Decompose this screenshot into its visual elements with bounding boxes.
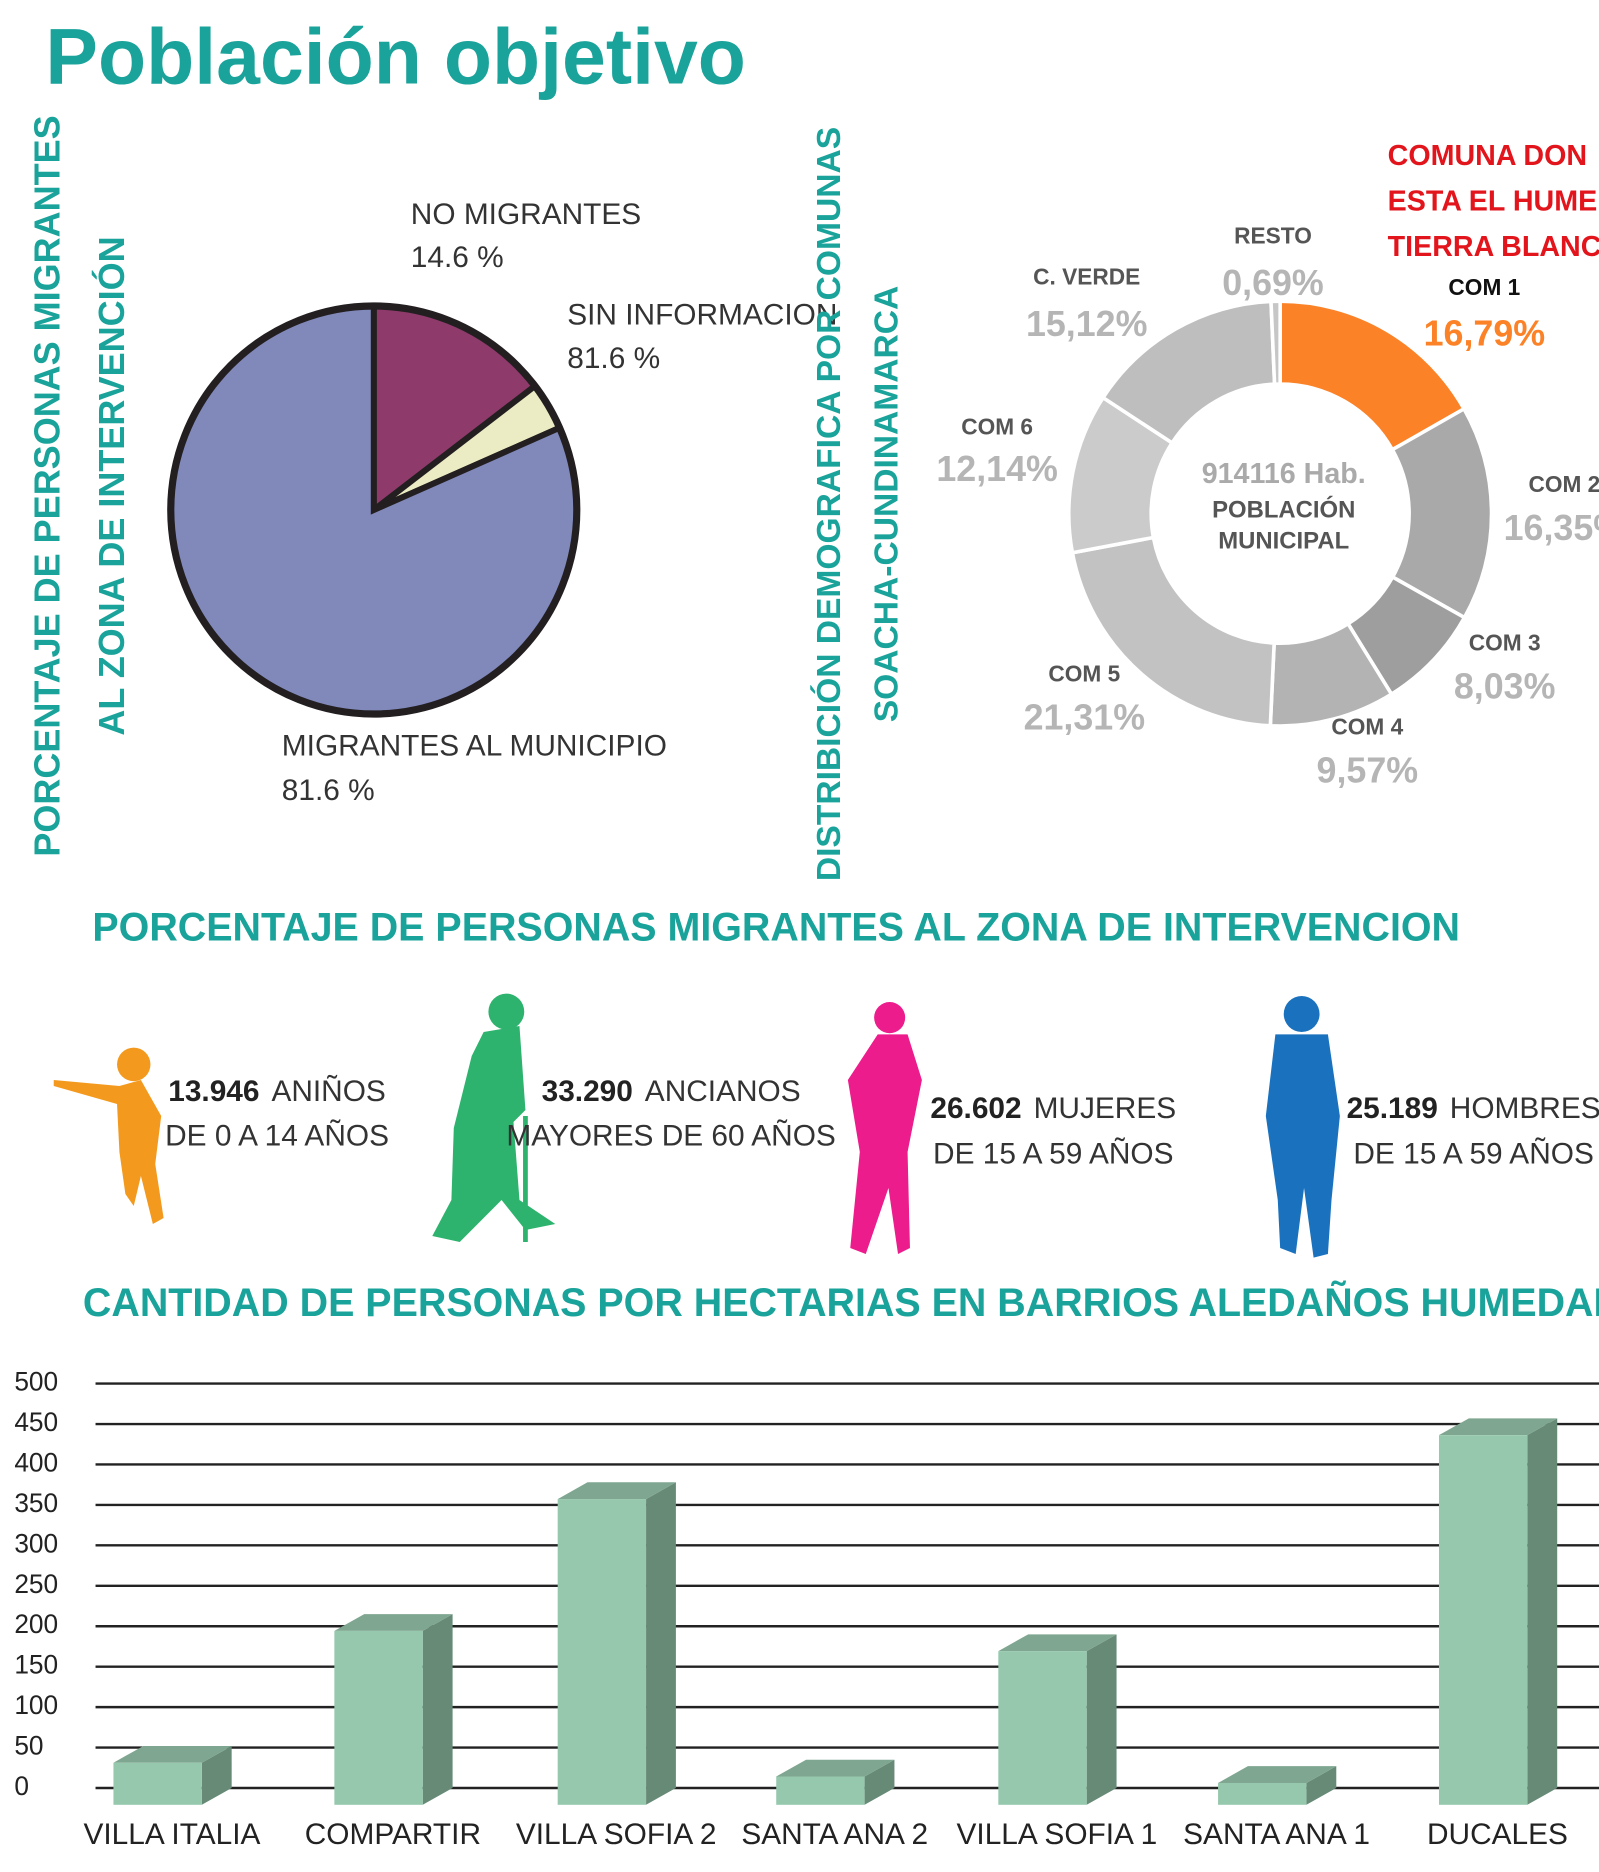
x-tick-label: VILLA SOFIA 2	[516, 1818, 717, 1851]
page-title: Población objetivo	[45, 11, 746, 100]
slice-value: 16,35%	[1504, 507, 1599, 548]
x-tick-label: VILLA SOFIA 1	[957, 1818, 1158, 1851]
slice-value: 12,14%	[936, 448, 1057, 489]
man-icon	[1266, 996, 1340, 1258]
slice-name: NO MIGRANTES	[411, 198, 641, 231]
child-icon	[54, 1048, 164, 1224]
y-tick-label: 500	[14, 1367, 58, 1397]
donut-title: DISTRIBICIÓN DEMOGRAFICA POR COMUNAS SOA…	[810, 127, 905, 881]
pie-title-line: PORCENTAJE DE PERSONAS MIGRANTES	[27, 115, 68, 856]
y-tick-label: 450	[14, 1407, 58, 1437]
slice-name: MIGRANTES AL MUNICIPIO	[282, 729, 667, 762]
slice-value: 15,12%	[1026, 303, 1147, 344]
bar	[998, 1651, 1086, 1805]
center-text: POBLACIÓN	[1212, 495, 1355, 523]
slice-name: COM 3	[1469, 629, 1541, 655]
bar-side	[1087, 1634, 1117, 1804]
group-count: 33.290	[542, 1075, 633, 1108]
pie-title-line: AL ZONA DE INTERVENCIÓN	[91, 236, 132, 735]
slice-name: COM 6	[961, 413, 1033, 439]
slice-value: 81.6 %	[282, 774, 375, 807]
slice	[1271, 301, 1280, 384]
group-count: 26.602	[930, 1092, 1021, 1125]
x-tick-label: VILLA ITALIA	[84, 1818, 261, 1851]
group-detail: DE 15 A 59 AÑOS	[933, 1136, 1173, 1170]
group-line: 25.189 HOMBRES	[1347, 1092, 1599, 1125]
bar	[776, 1776, 864, 1804]
group-count: 25.189	[1347, 1092, 1438, 1125]
woman-icon	[848, 1002, 922, 1254]
x-tick-label: COMPARTIR	[305, 1818, 481, 1851]
y-tick-label: 50	[14, 1730, 43, 1760]
x-tick-label: DUCALES	[1427, 1818, 1568, 1851]
section-title: PORCENTAJE DE PERSONAS MIGRANTES AL ZONA…	[92, 905, 1460, 949]
group-label: HOMBRES	[1450, 1092, 1599, 1125]
donut-title-line: DISTRIBICIÓN DEMOGRAFICA POR COMUNAS	[810, 127, 848, 881]
slice-name: C. VERDE	[1033, 263, 1140, 289]
bar	[113, 1763, 201, 1805]
pie-title: PORCENTAJE DE PERSONAS MIGRANTES AL ZONA…	[27, 115, 132, 856]
slice-value: 14.6 %	[411, 241, 504, 274]
page: {"title": "Población objetivo", "chart_d…	[0, 0, 1599, 1872]
y-tick-label: 350	[14, 1488, 58, 1518]
group-line: 26.602 MUJERES	[930, 1092, 1176, 1125]
y-tick-label: 300	[14, 1528, 58, 1558]
bar	[558, 1499, 646, 1805]
group-label: MUJERES	[1034, 1092, 1177, 1125]
infographic: Población objetivo PORCENTAJE DE PERSONA…	[0, 0, 1599, 1872]
group-line: 13.946 ANIÑOS	[168, 1074, 386, 1108]
group-label: ANIÑOS	[271, 1074, 385, 1108]
slice-value: 0,69%	[1222, 262, 1324, 303]
bar-side	[1527, 1418, 1557, 1804]
y-tick-label: 400	[14, 1447, 58, 1477]
y-tick-label: 0	[14, 1771, 29, 1801]
bar	[334, 1631, 422, 1805]
y-tick-label: 250	[14, 1569, 58, 1599]
bar	[1218, 1783, 1306, 1805]
slice-value: 21,31%	[1024, 696, 1145, 737]
y-tick-label: 150	[14, 1650, 58, 1680]
group-line: 33.290 ANCIANOS	[542, 1075, 801, 1108]
slice-name: COM 2	[1528, 471, 1599, 497]
bar-side	[423, 1614, 453, 1805]
bar-title: CANTIDAD DE PERSONAS POR HECTARIAS EN BA…	[83, 1281, 1599, 1325]
group-detail: DE 15 A 59 AÑOS	[1353, 1136, 1593, 1170]
slice-name: COM 5	[1048, 661, 1120, 687]
y-tick-label: 200	[14, 1609, 58, 1639]
annotation: TIERRA BLANCA	[1388, 231, 1599, 263]
slice-name: SIN INFORMACION	[567, 299, 837, 332]
slice-value: 16,79%	[1424, 312, 1545, 353]
slice-name: RESTO	[1234, 223, 1312, 249]
bar-side	[646, 1482, 676, 1805]
group-count: 13.946	[168, 1075, 259, 1108]
group-detail: DE 0 A 14 AÑOS	[165, 1118, 389, 1152]
center-text: 914116 Hab.	[1202, 458, 1366, 490]
slice-value: 81.6 %	[567, 342, 660, 375]
x-tick-label: SANTA ANA 2	[741, 1818, 928, 1851]
group-label: ANCIANOS	[645, 1075, 801, 1108]
slice-name: COM 4	[1331, 713, 1403, 739]
slice-name: COM 1	[1448, 274, 1520, 300]
annotation: COMUNA DON	[1388, 140, 1587, 172]
elder-icon	[432, 994, 555, 1242]
donut-title-line: SOACHA-CUNDINAMARCA	[868, 286, 905, 723]
group-detail: MAYORES DE 60 AÑOS	[506, 1118, 835, 1152]
center-text: MUNICIPAL	[1218, 528, 1349, 555]
x-tick-label: SANTA ANA 1	[1183, 1818, 1370, 1851]
y-tick-label: 100	[14, 1690, 58, 1720]
slice-value: 8,03%	[1454, 665, 1556, 706]
annotation: ESTA EL HUMED	[1388, 185, 1599, 217]
bar	[1439, 1435, 1527, 1805]
slice-value: 9,57%	[1317, 749, 1419, 790]
